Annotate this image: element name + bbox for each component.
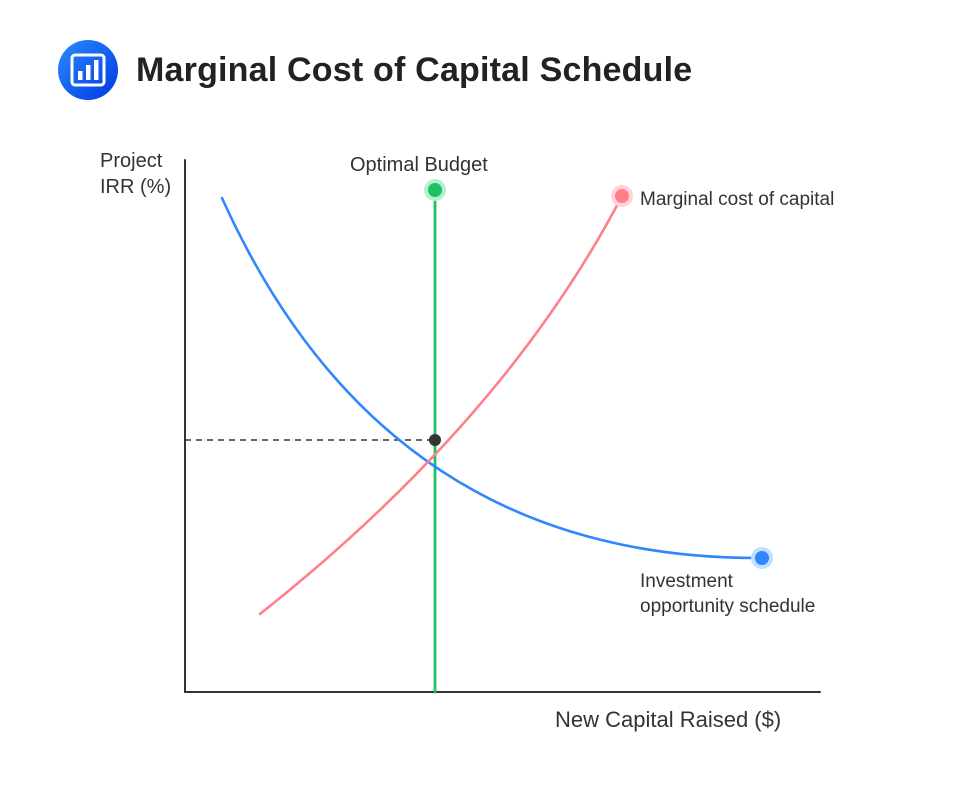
mcc-label: Marginal cost of capital — [640, 188, 834, 213]
y-axis-label: Project IRR (%) — [100, 148, 171, 200]
ios-label-line1: Investment — [640, 571, 733, 592]
optimal-budget-label: Optimal Budget — [350, 152, 488, 178]
ios-label-line2: opportunity schedule — [640, 596, 815, 617]
chart — [0, 0, 974, 787]
x-axis-label: New Capital Raised ($) — [555, 706, 781, 735]
y-axis-label-line2: IRR (%) — [100, 176, 171, 198]
y-axis-label-line1: Project — [100, 150, 162, 172]
ios-label: Investment opportunity schedule — [640, 570, 815, 619]
